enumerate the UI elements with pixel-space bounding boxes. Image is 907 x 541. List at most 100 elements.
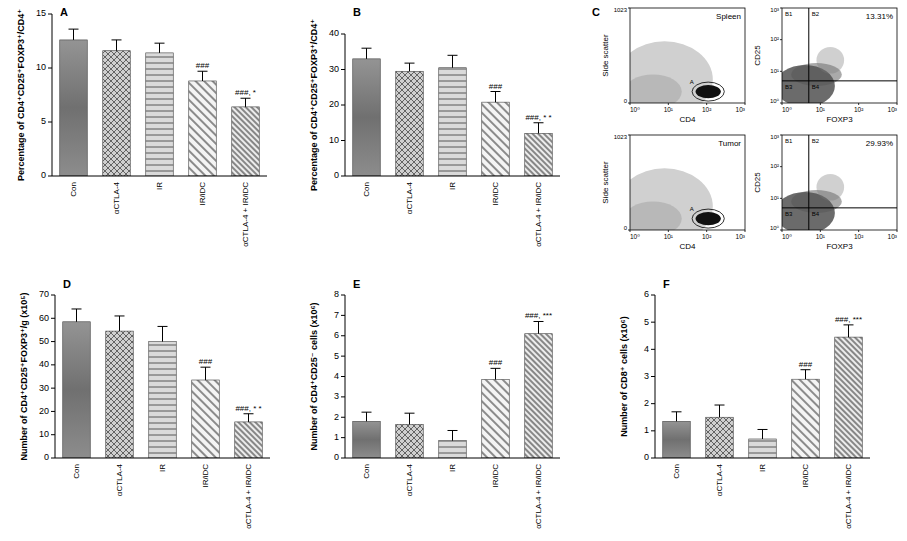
quadrant-label: B3: [785, 211, 793, 217]
y-tick: [341, 295, 345, 296]
significance: ###: [199, 357, 213, 366]
bar: [706, 417, 734, 458]
error-cap: [448, 430, 458, 431]
bar: [482, 102, 510, 176]
error-cap: [672, 411, 682, 412]
category-label: IR/iDC: [491, 182, 500, 206]
error-stem: [676, 412, 677, 422]
y-axis-label: Number of CD8⁺ cells (x10⁶): [619, 316, 629, 436]
error-stem: [538, 123, 539, 134]
y-tick: [651, 295, 655, 296]
error-cap: [198, 71, 208, 72]
bar: [749, 439, 777, 458]
y-tick-label: 2: [644, 398, 649, 408]
plot-frame: [630, 135, 745, 230]
panel-letter: A: [60, 6, 68, 18]
x-axis: [345, 176, 560, 177]
error-cap: [244, 413, 254, 414]
y-axis-label: CD25: [753, 172, 762, 193]
bar-panel: BConαCTLA-4IR###IR/iDC###, * *αCTLA-4 + …: [309, 6, 560, 247]
y-axis-label: Percentage of CD4⁺CD25⁺FOXP3⁺/CD4⁺: [16, 9, 26, 181]
flow-panel: CASpleen10⁰10¹10²10³01023CD4Side scatter…: [592, 6, 898, 251]
error-bar: [362, 412, 372, 421]
error-stem: [205, 367, 206, 380]
plot-frame: [782, 8, 897, 103]
y-axis-label: Percentage of CD4⁺CD25⁺FOXP3⁺/CD4⁺: [309, 19, 319, 191]
y-tick: [651, 376, 655, 377]
y-tick: [48, 176, 52, 177]
error-bar: [758, 429, 768, 439]
y-tick: [341, 335, 345, 336]
y-tick-label: 10⁰: [770, 98, 780, 104]
bar: [149, 342, 177, 458]
percentage: 29.93%: [866, 139, 893, 148]
x-axis-label: CD4: [679, 242, 696, 251]
error-stem: [162, 326, 163, 341]
y-tick: [341, 396, 345, 397]
y-tick: [341, 458, 345, 459]
x-tick-label: 10⁰: [630, 106, 640, 113]
error-cap: [69, 29, 79, 30]
x-tick-label: 10²: [702, 106, 712, 113]
error-bar: [534, 321, 544, 333]
quadrant-label: B1: [785, 138, 793, 144]
bar: [835, 337, 863, 458]
y-tick: [51, 318, 55, 319]
error-stem: [805, 370, 806, 380]
error-cap: [758, 429, 768, 430]
bar: [106, 331, 134, 458]
y-tick: [628, 8, 630, 9]
significance: ###, * *: [235, 404, 261, 413]
y-tick-label: 0: [644, 452, 649, 462]
error-cap: [405, 63, 415, 64]
y-tick-label: 0: [44, 452, 49, 462]
error-bar: [241, 98, 251, 107]
error-cap: [362, 48, 372, 49]
x-tick-label: 10¹: [816, 233, 826, 240]
quadrant-label: B2: [812, 11, 820, 17]
y-axis-label: Side scatter: [601, 34, 610, 77]
bar: [482, 380, 510, 458]
y-tick: [651, 349, 655, 350]
x-axis: [52, 176, 267, 177]
y-tick-label: 30: [39, 383, 49, 393]
error-cap: [115, 315, 125, 316]
bar: [103, 51, 131, 176]
error-bar: [158, 326, 168, 341]
error-stem: [248, 414, 249, 422]
y-tick: [51, 295, 55, 296]
category-label: Con: [362, 182, 371, 197]
error-stem: [119, 316, 120, 331]
bar: [439, 68, 467, 176]
panel-letter: D: [63, 278, 71, 290]
plot-frame: [782, 135, 897, 230]
y-tick: [341, 140, 345, 141]
y-tick-label: 15: [36, 8, 46, 18]
error-bar: [244, 414, 254, 422]
x-tick: [820, 103, 821, 105]
x-tick-label: 10⁰: [782, 233, 792, 240]
error-bar: [715, 405, 725, 417]
bar-panel: FConαCTLA-4IR###IR/iDC###, ***αCTLA-4 + …: [619, 278, 870, 529]
error-stem: [719, 405, 720, 417]
bar: [353, 421, 381, 458]
percentage: 13.31%: [866, 12, 893, 21]
gate-label: A: [690, 79, 694, 85]
gate: [692, 209, 724, 228]
x-tick-label: 10³: [888, 233, 898, 240]
y-tick: [780, 71, 782, 72]
significance: ###: [799, 360, 813, 369]
y-tick: [341, 176, 345, 177]
y-tick-label: 1023: [614, 134, 628, 140]
y-tick: [651, 322, 655, 323]
y-tick: [341, 417, 345, 418]
y-tick: [651, 430, 655, 431]
bar: [63, 322, 91, 458]
y-tick-label: 70: [39, 289, 49, 299]
panel-letter: E: [353, 278, 360, 290]
event-cloud: [817, 47, 845, 74]
y-axis-label: CD25: [753, 45, 762, 66]
error-cap: [72, 308, 82, 309]
y-tick-label: 5: [41, 116, 46, 126]
error-stem: [116, 40, 117, 51]
